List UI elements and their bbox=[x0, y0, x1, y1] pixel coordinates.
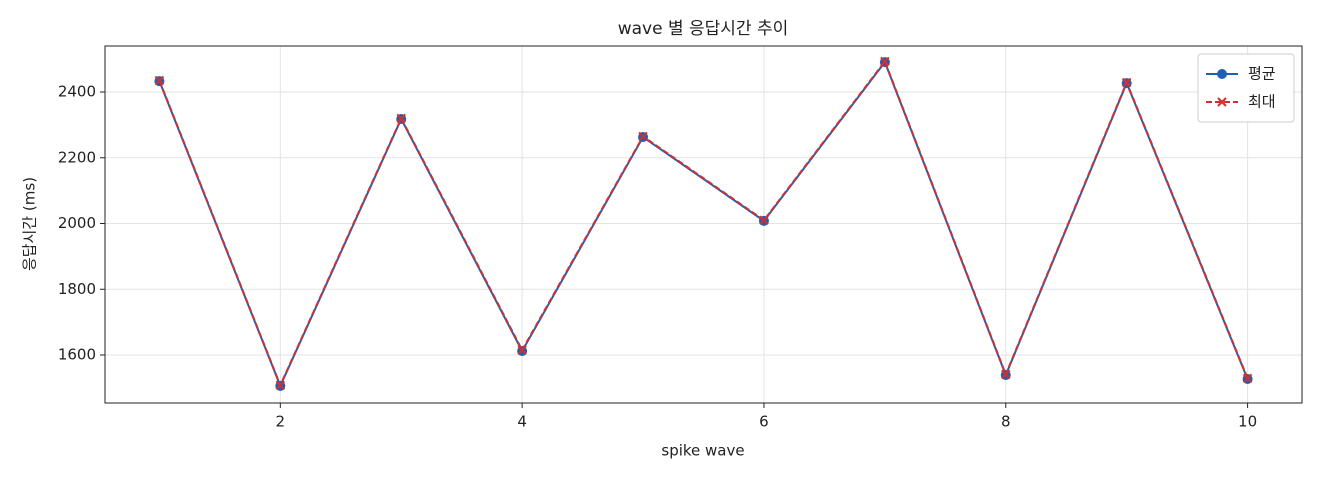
legend-label: 평균 bbox=[1248, 65, 1276, 83]
marker-stroke bbox=[759, 215, 769, 225]
x-tick-label: 4 bbox=[517, 413, 527, 431]
chart-title: wave 별 응답시간 추이 bbox=[618, 19, 789, 39]
marker bbox=[1001, 369, 1011, 380]
marker bbox=[517, 345, 527, 355]
marker bbox=[1242, 373, 1253, 384]
marker bbox=[396, 113, 406, 124]
y-tick-label: 1600 bbox=[58, 346, 96, 364]
y-tick-label: 2400 bbox=[58, 83, 96, 101]
y-tick-label: 2000 bbox=[58, 214, 96, 232]
marker bbox=[880, 56, 890, 67]
y-tick-label: 2200 bbox=[58, 148, 96, 166]
marker bbox=[1121, 77, 1132, 88]
marker-stroke bbox=[396, 113, 406, 124]
marker-stroke bbox=[1242, 373, 1253, 384]
series-line bbox=[158, 59, 1249, 388]
marker bbox=[1217, 97, 1227, 107]
y-axis-label: 응답시간 (ms) bbox=[21, 177, 39, 271]
marker bbox=[1217, 69, 1227, 79]
legend-label: 최대 bbox=[1248, 93, 1276, 111]
plot-frame bbox=[104, 45, 1303, 404]
marker-stroke bbox=[517, 345, 527, 355]
legend-box bbox=[1197, 53, 1295, 123]
marker-stroke bbox=[275, 380, 286, 390]
x-tick-label: 2 bbox=[276, 413, 286, 431]
marker bbox=[759, 215, 769, 225]
x-tick-label: 10 bbox=[1238, 413, 1257, 431]
marker-stroke bbox=[1121, 77, 1132, 88]
marker bbox=[638, 131, 648, 142]
marker-stroke bbox=[1001, 369, 1011, 380]
x-axis-label: spike wave bbox=[661, 442, 744, 460]
marker-stroke bbox=[880, 56, 890, 67]
marker-stroke bbox=[638, 131, 648, 142]
y-tick-label: 1800 bbox=[58, 280, 96, 298]
marker-stroke bbox=[154, 75, 165, 86]
marker-stroke bbox=[1217, 97, 1227, 107]
x-tick-label: 6 bbox=[759, 413, 769, 431]
marker bbox=[275, 380, 286, 390]
x-tick-label: 8 bbox=[1001, 413, 1011, 431]
marker bbox=[154, 75, 165, 86]
